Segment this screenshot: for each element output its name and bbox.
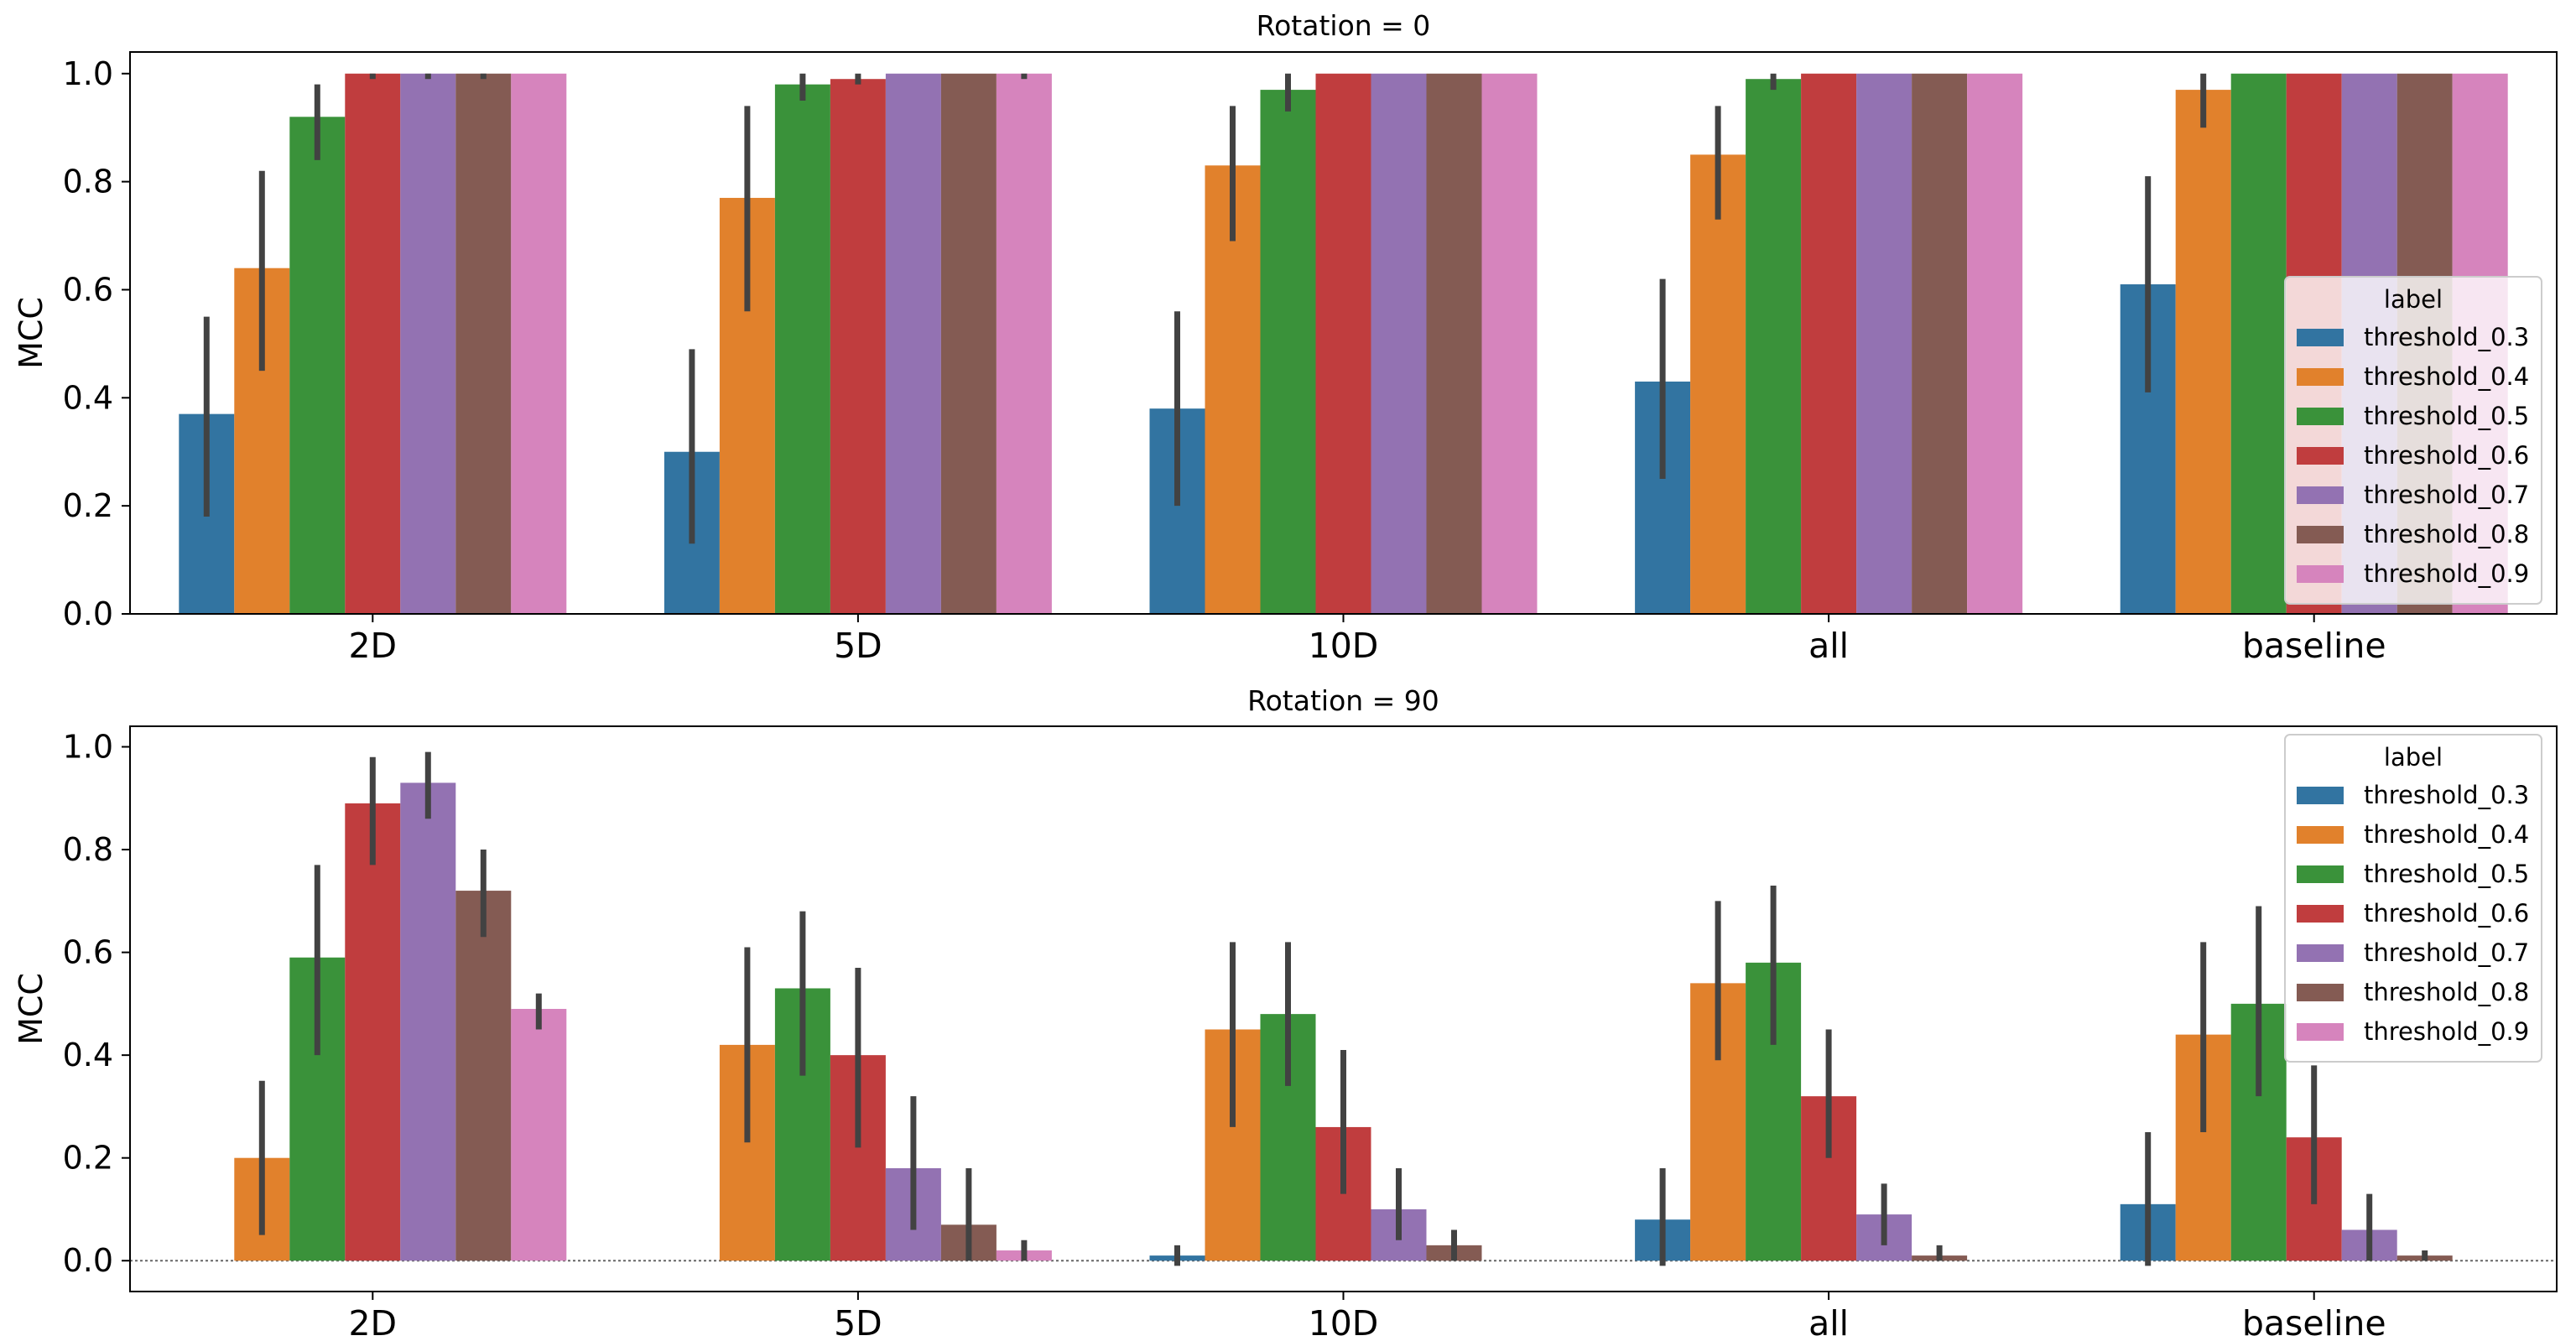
bar-threshold_0.5-all: [1746, 79, 1802, 614]
bar-threshold_0.6-2D: [345, 803, 401, 1261]
x-tick-label: 2D: [348, 1303, 397, 1341]
y-tick-label: 0.0: [63, 1242, 113, 1279]
bar-threshold_0.6-10D: [1315, 73, 1371, 615]
bar-threshold_0.8-all: [1912, 73, 1968, 615]
x-tick-label: baseline: [2242, 1303, 2386, 1341]
y-axis-label: MCC: [13, 297, 49, 369]
bar-threshold_0.7-2D: [400, 782, 456, 1261]
chart-title: Rotation = 90: [1247, 684, 1439, 717]
bar-threshold_0.5-baseline: [2230, 73, 2287, 615]
legend-swatch: [2297, 1023, 2344, 1041]
x-tick-label: 5D: [834, 626, 882, 666]
bar-threshold_0.7-all: [1856, 73, 1912, 615]
legend-label: threshold_0.7: [2364, 481, 2529, 509]
legend-label: threshold_0.5: [2364, 402, 2529, 430]
legend-swatch: [2297, 787, 2344, 804]
legend-swatch: [2297, 329, 2344, 346]
legend-swatch: [2297, 368, 2344, 386]
chart-panel-0: Rotation = 0 MCC 0.0 0.2 0.4 0.6 0.8 1.0 2D 5D 10D…: [13, 9, 2558, 666]
legend-swatch: [2297, 447, 2344, 465]
bar-threshold_0.6-all: [1801, 73, 1857, 615]
bar-threshold_0.4-all: [1690, 154, 1746, 615]
legend-label: threshold_0.4: [2364, 820, 2529, 849]
bar-threshold_0.8-2D: [455, 891, 512, 1261]
legend-label: threshold_0.3: [2364, 781, 2529, 809]
legend-title: label: [2384, 743, 2443, 772]
legend-label: threshold_0.6: [2364, 899, 2529, 928]
y-tick-label: 0.6: [63, 271, 113, 308]
bar-threshold_0.8-5D: [940, 73, 997, 615]
legend-label: threshold_0.8: [2364, 520, 2529, 548]
bar-threshold_0.5-10D: [1260, 90, 1316, 615]
legend-swatch: [2297, 565, 2344, 583]
legend-swatch: [2297, 944, 2344, 962]
legend-swatch: [2297, 984, 2344, 1001]
x-tick-label: 5D: [834, 1303, 882, 1341]
legend-label: threshold_0.6: [2364, 441, 2529, 470]
legend-title: label: [2384, 285, 2443, 314]
y-tick-label: 1.0: [63, 729, 113, 766]
y-axis-label: MCC: [13, 973, 49, 1045]
y-tick-label: 0.2: [63, 487, 113, 524]
legend-label: threshold_0.9: [2364, 1017, 2529, 1046]
bar-threshold_0.8-10D: [1426, 73, 1482, 615]
bar-threshold_0.5-2D: [289, 117, 346, 615]
legend-box: [2284, 734, 2542, 1063]
x-tick-label: all: [1808, 626, 1849, 666]
y-tick-label: 0.4: [63, 1037, 113, 1073]
bar-threshold_0.4-baseline: [2175, 90, 2231, 615]
legend-label: threshold_0.7: [2364, 938, 2529, 967]
legend-swatch: [2297, 486, 2344, 504]
legend-swatch: [2297, 526, 2344, 543]
x-tick-label: 10D: [1309, 1303, 1379, 1341]
legend-label: threshold_0.5: [2364, 860, 2529, 888]
legend-swatch: [2297, 826, 2344, 844]
y-tick-label: 0.0: [63, 595, 113, 632]
chart-title: Rotation = 0: [1257, 9, 1431, 42]
bar-threshold_0.9-5D: [996, 73, 1052, 615]
bar-threshold_0.7-10D: [1371, 73, 1427, 615]
x-tick-label: 10D: [1309, 626, 1379, 666]
legend: label threshold_0.3 threshold_0.4 threshold…: [2284, 276, 2542, 605]
bar-threshold_0.6-5D: [830, 79, 886, 614]
plot-frame: [129, 725, 2558, 1292]
bar-threshold_0.5-5D: [774, 84, 830, 614]
legend-swatch: [2297, 865, 2344, 883]
bar-threshold_0.9-2D: [511, 1009, 567, 1261]
legend-label: threshold_0.8: [2364, 978, 2529, 1006]
chart-panel-1: Rotation = 90 MCC 0.0 0.2 0.4 0.6 0.8 1.0 2D 5D 10…: [13, 684, 2558, 1341]
y-tick-label: 1.0: [63, 55, 113, 92]
y-tick-label: 0.4: [63, 379, 113, 416]
bar-threshold_0.6-2D: [345, 73, 401, 615]
legend-box: [2284, 276, 2542, 605]
y-tick-label: 0.8: [63, 831, 113, 868]
legend-label: threshold_0.3: [2364, 323, 2529, 351]
bar-threshold_0.9-10D: [1481, 73, 1538, 615]
legend-label: threshold_0.9: [2364, 559, 2529, 588]
y-tick-label: 0.2: [63, 1140, 113, 1177]
legend-swatch: [2297, 408, 2344, 425]
legend: label threshold_0.3 threshold_0.4 threshold…: [2284, 734, 2542, 1063]
y-tick-label: 0.6: [63, 934, 113, 971]
legend-swatch: [2297, 905, 2344, 923]
bar-threshold_0.7-5D: [885, 73, 941, 615]
x-tick-label: all: [1808, 1303, 1849, 1341]
bar-threshold_0.9-2D: [511, 73, 567, 615]
y-tick-label: 0.8: [63, 164, 113, 200]
plot-frame: [129, 51, 2558, 615]
x-tick-label: baseline: [2242, 626, 2386, 666]
legend-label: threshold_0.4: [2364, 362, 2529, 391]
x-tick-label: 2D: [348, 626, 397, 666]
bar-threshold_0.8-2D: [455, 73, 512, 615]
bar-threshold_0.7-2D: [400, 73, 456, 615]
bar-threshold_0.9-all: [1967, 73, 2023, 615]
